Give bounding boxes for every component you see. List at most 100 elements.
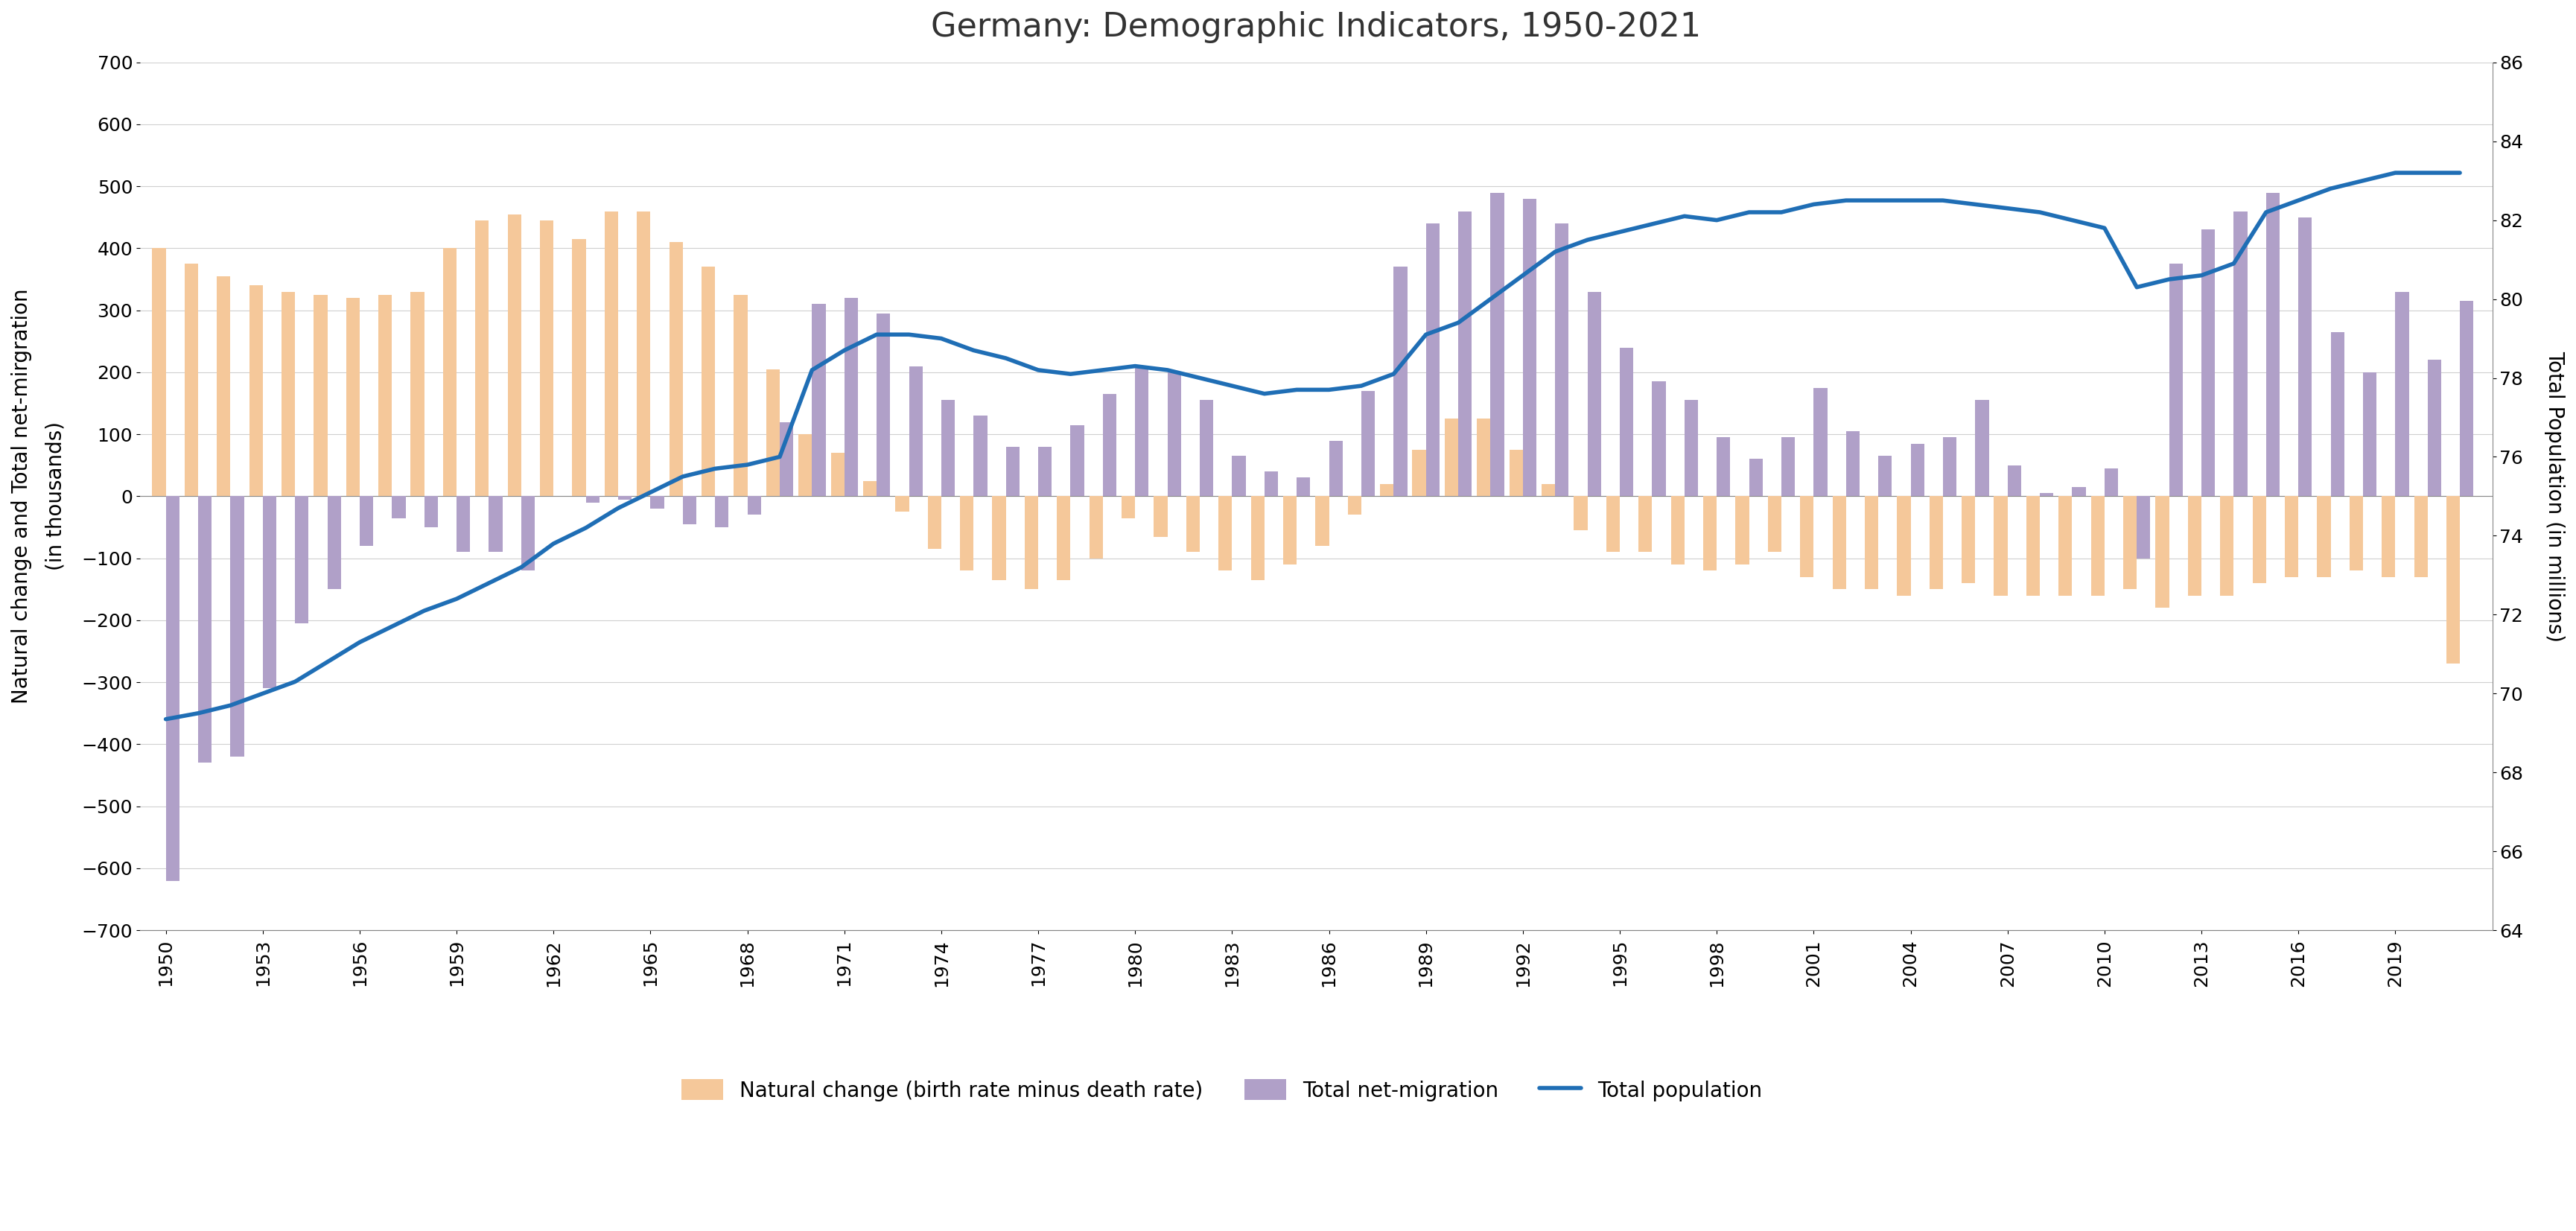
Bar [1801, 496, 1814, 577]
Bar [1121, 496, 1136, 518]
Bar [2123, 496, 2136, 590]
Bar [1716, 437, 1731, 496]
Total population [474, 576, 505, 591]
Bar [799, 435, 811, 496]
Bar [1347, 496, 1360, 515]
Bar [520, 496, 536, 571]
Bar [1185, 496, 1200, 551]
Bar [1767, 496, 1783, 551]
Bar [974, 416, 987, 496]
Bar [811, 304, 824, 496]
Bar [541, 220, 554, 496]
Bar [1492, 192, 1504, 496]
Bar [2233, 212, 2246, 496]
Bar [2349, 496, 2362, 571]
Bar [1252, 496, 1265, 580]
Bar [250, 286, 263, 496]
Bar [1587, 292, 1602, 496]
Total population [1605, 224, 1636, 239]
Bar [1316, 496, 1329, 545]
Bar [1540, 484, 1556, 496]
Bar [652, 496, 665, 508]
Bar [1522, 198, 1535, 496]
Total population [925, 331, 956, 346]
Bar [2187, 496, 2202, 596]
Bar [1994, 496, 2007, 596]
Bar [701, 267, 716, 496]
Y-axis label: Natural change and Total net-mirgration
(in thousands): Natural change and Total net-mirgration … [10, 288, 67, 704]
Bar [1218, 496, 1231, 571]
Bar [992, 496, 1005, 580]
Bar [2040, 494, 2053, 496]
Bar [1896, 496, 1911, 596]
Bar [1296, 478, 1311, 496]
Bar [1005, 447, 1020, 496]
Total population [1700, 213, 1731, 228]
Title: Germany: Demographic Indicators, 1950-2021: Germany: Demographic Indicators, 1950-20… [930, 11, 1700, 43]
Bar [636, 212, 652, 496]
Bar [296, 496, 309, 623]
Bar [1167, 372, 1180, 496]
Bar [2221, 496, 2233, 596]
Bar [1672, 496, 1685, 565]
Bar [781, 422, 793, 496]
Bar [2136, 496, 2151, 559]
Bar [618, 496, 631, 500]
Bar [2396, 292, 2409, 496]
Bar [1556, 224, 1569, 496]
Bar [345, 298, 361, 496]
Bar [2460, 302, 2473, 496]
Bar [165, 496, 180, 880]
Bar [410, 292, 425, 496]
Bar [1878, 455, 1891, 496]
Bar [2202, 230, 2215, 496]
Bar [216, 276, 229, 496]
Bar [2383, 496, 2396, 577]
Bar [185, 263, 198, 496]
Bar [927, 496, 940, 549]
Bar [425, 496, 438, 527]
Bar [2105, 468, 2117, 496]
Bar [1783, 437, 1795, 496]
Bar [1749, 459, 1762, 496]
Bar [683, 496, 696, 524]
Bar [863, 481, 876, 496]
Bar [1976, 400, 1989, 496]
Bar [1394, 267, 1406, 496]
Bar [1072, 425, 1084, 496]
Bar [2285, 496, 2298, 577]
Bar [670, 243, 683, 496]
Bar [263, 496, 276, 688]
Bar [1651, 382, 1667, 496]
Bar [379, 294, 392, 496]
Bar [1445, 419, 1458, 496]
Bar [716, 496, 729, 527]
Bar [1427, 224, 1440, 496]
Bar [572, 239, 585, 496]
Bar [489, 496, 502, 551]
Bar [2251, 496, 2267, 583]
Bar [327, 496, 340, 590]
Bar [605, 212, 618, 496]
Bar [765, 369, 781, 496]
Bar [1412, 449, 1427, 496]
Bar [1283, 496, 1296, 565]
Bar [1638, 496, 1651, 551]
Bar [2092, 496, 2105, 596]
Bar [1265, 471, 1278, 496]
Bar [456, 496, 471, 551]
Bar [1231, 455, 1247, 496]
Bar [734, 294, 747, 496]
Bar [2027, 496, 2040, 596]
Bar [1574, 496, 1587, 531]
Bar [829, 453, 845, 496]
Bar [443, 249, 456, 496]
Bar [1056, 496, 1072, 580]
Bar [896, 496, 909, 512]
Line: Total population: Total population [165, 172, 2460, 719]
Bar [961, 496, 974, 571]
Bar [1865, 496, 1878, 590]
Bar [1847, 431, 1860, 496]
Bar [2058, 496, 2071, 596]
Bar [1685, 400, 1698, 496]
